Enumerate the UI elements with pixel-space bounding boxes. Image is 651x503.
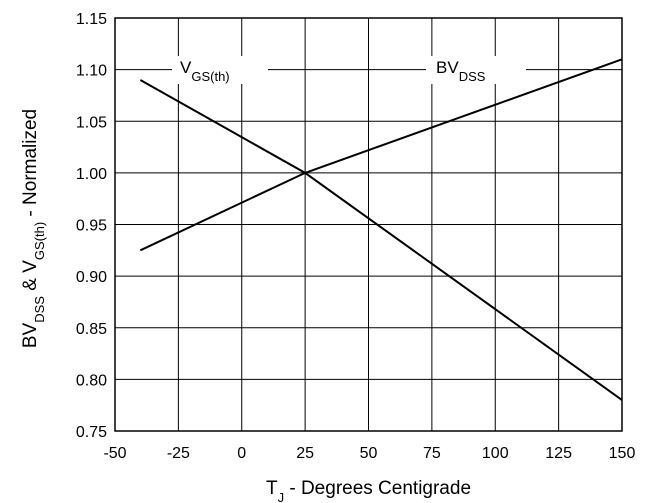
plot-frame: [114, 17, 623, 432]
x-tick-label: 150: [609, 445, 636, 462]
series-label-background-vgs: [172, 56, 268, 84]
series-label-bvdss: BVDSS: [436, 58, 486, 84]
grid: [115, 18, 622, 431]
series-line-vgs: [139, 79, 623, 401]
y-tick-label: 0.80: [76, 372, 107, 389]
y-tick-label: 1.00: [76, 166, 107, 183]
series-label-vgs: VGS(th): [180, 58, 230, 84]
series-line-bvdss: [139, 58, 623, 252]
y-tick-label: 0.95: [76, 218, 107, 235]
series-label-background-bvdss: [426, 56, 526, 84]
x-tick-label: 50: [360, 445, 378, 462]
series-lines: [139, 58, 623, 401]
y-axis-title: BVDSS & VGS(th) - Normalized: [20, 109, 47, 348]
x-axis-title: TJ - Degrees Centigrade: [266, 478, 471, 503]
x-tick-label: -50: [103, 445, 126, 462]
x-tick-label: 125: [545, 445, 572, 462]
series-labels: VGS(th) BVDSS: [172, 56, 526, 84]
y-tick-label: 1.05: [76, 114, 107, 131]
y-tick-label: 0.75: [76, 424, 107, 441]
x-tick-label: 0: [237, 445, 246, 462]
y-tick-label: 1.10: [76, 63, 107, 80]
y-tick-label: 0.90: [76, 269, 107, 286]
x-tick-label: -25: [167, 445, 190, 462]
y-tick-label: 1.15: [76, 11, 107, 28]
x-tick-label: 100: [482, 445, 509, 462]
y-tick-label: 0.85: [76, 321, 107, 338]
tick-labels: -50 -25 0 25 50 75 100 125 150 0.75 0.80 0.85 0.90 0.…: [76, 11, 636, 462]
x-tick-label: 25: [296, 445, 314, 462]
x-tick-label: 75: [423, 445, 441, 462]
